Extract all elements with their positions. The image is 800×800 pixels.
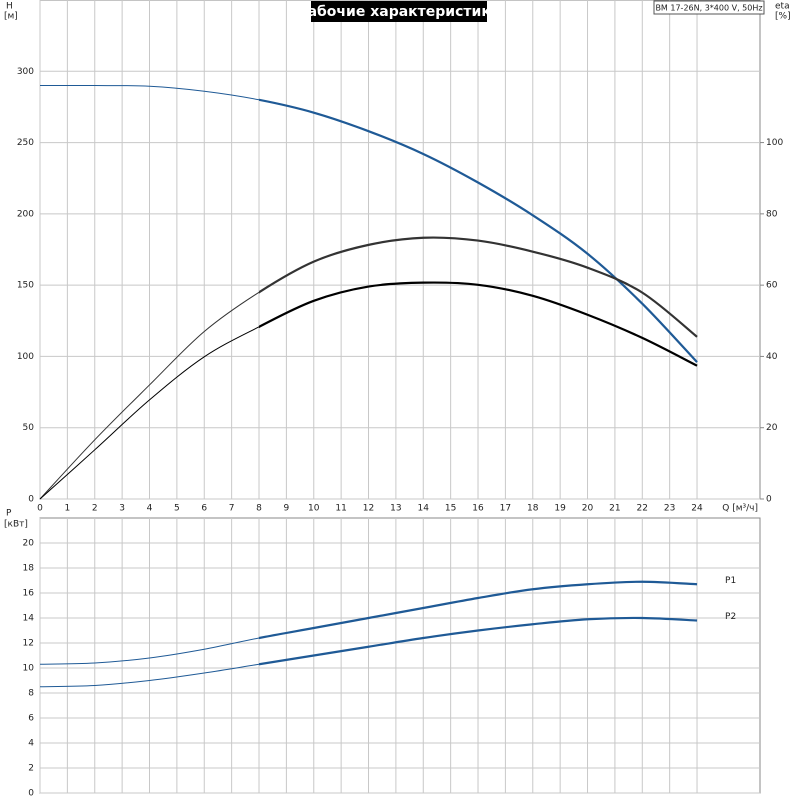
y-tick-label: 100 xyxy=(17,352,34,362)
x-tick-label: 9 xyxy=(284,504,290,514)
y-axis-unit: [м] xyxy=(4,12,18,22)
y-tick-label: 14 xyxy=(23,614,35,624)
y-tick-label: 16 xyxy=(23,589,35,599)
x-tick-label: 15 xyxy=(445,504,456,514)
y-axis-unit: [кВт] xyxy=(4,520,28,530)
x-tick-label: 22 xyxy=(637,504,648,514)
curve-highlight xyxy=(259,236,698,338)
x-tick-label: 24 xyxy=(691,504,703,514)
model-label: BM 17-26N, 3*400 V, 50Hz xyxy=(655,4,762,13)
chart-title: Рабочие характеристики xyxy=(297,4,500,20)
x-tick-label: 1 xyxy=(65,504,71,514)
curve-highlight xyxy=(259,616,698,666)
x-tick-label: 17 xyxy=(500,504,511,514)
x-tick-label: 18 xyxy=(527,504,539,514)
x-tick-label: 14 xyxy=(418,504,430,514)
model-box xyxy=(653,0,765,15)
y2-tick-label: 60 xyxy=(766,281,778,291)
y2-axis-label: eta xyxy=(775,2,790,12)
x-tick-label: 2 xyxy=(92,504,98,514)
x-tick-label: 7 xyxy=(229,504,235,514)
x-tick-label: 10 xyxy=(308,504,320,514)
y-tick-label: 50 xyxy=(23,423,35,433)
x-tick-label: 16 xyxy=(472,504,484,514)
y-tick-label: 2 xyxy=(28,764,34,774)
y2-tick-label: 20 xyxy=(766,423,778,433)
y-tick-label: 200 xyxy=(17,209,34,219)
y-tick-label: 18 xyxy=(23,564,35,574)
plot-frame xyxy=(39,517,761,794)
x-tick-label: 4 xyxy=(147,504,153,514)
x-axis-label: Q [м³/ч] xyxy=(722,504,758,514)
y2-tick-label: 100 xyxy=(766,138,783,148)
y-tick-label: 4 xyxy=(28,739,34,749)
y-tick-label: 20 xyxy=(23,539,35,549)
curve-highlight xyxy=(259,98,698,363)
x-tick-label: 20 xyxy=(582,504,594,514)
y-tick-label: 12 xyxy=(23,639,34,649)
y2-tick-label: 0 xyxy=(766,495,772,505)
y-tick-label: 10 xyxy=(23,664,35,674)
y-tick-label: 150 xyxy=(17,281,34,291)
y-axis-label: H xyxy=(6,2,13,12)
x-tick-label: 13 xyxy=(390,504,401,514)
series-label: P2 xyxy=(725,612,736,622)
y-tick-label: 300 xyxy=(17,67,34,77)
title-box xyxy=(311,1,487,22)
y-tick-label: 6 xyxy=(28,714,34,724)
series-label: P1 xyxy=(725,576,736,586)
x-tick-label: 21 xyxy=(609,504,620,514)
x-tick-label: 8 xyxy=(256,504,262,514)
y-tick-label: 8 xyxy=(28,689,34,699)
y-tick-label: 0 xyxy=(28,495,34,505)
x-tick-label: 23 xyxy=(664,504,675,514)
x-tick-label: 19 xyxy=(554,504,566,514)
x-tick-label: 11 xyxy=(335,504,346,514)
x-tick-label: 6 xyxy=(201,504,207,514)
x-tick-label: 0 xyxy=(37,504,43,514)
curve-highlight xyxy=(259,281,698,367)
plot-frame xyxy=(39,0,761,500)
y2-axis-unit: [%] xyxy=(775,12,791,22)
y-tick-label: 250 xyxy=(17,138,34,148)
x-tick-label: 12 xyxy=(363,504,374,514)
curve-highlight xyxy=(259,580,698,640)
y-axis-label: P xyxy=(6,509,12,519)
x-tick-label: 3 xyxy=(119,504,125,514)
y2-tick-label: 40 xyxy=(766,352,778,362)
x-tick-label: 5 xyxy=(174,504,180,514)
y-tick-label: 0 xyxy=(28,789,34,799)
y2-tick-label: 80 xyxy=(766,209,778,219)
